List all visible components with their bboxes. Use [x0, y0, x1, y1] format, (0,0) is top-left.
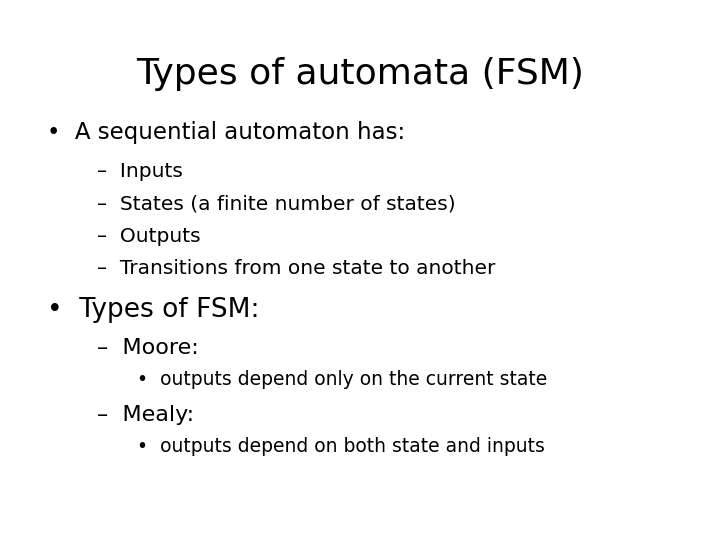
Text: –  Outputs: – Outputs [97, 227, 201, 246]
Text: Types of automata (FSM): Types of automata (FSM) [136, 57, 584, 91]
Text: –  Mealy:: – Mealy: [97, 405, 194, 425]
Text: –  Inputs: – Inputs [97, 162, 183, 181]
Text: –  States (a finite number of states): – States (a finite number of states) [97, 194, 456, 213]
Text: •  outputs depend only on the current state: • outputs depend only on the current sta… [137, 370, 547, 389]
Text: •  A sequential automaton has:: • A sequential automaton has: [47, 122, 405, 145]
Text: •  Types of FSM:: • Types of FSM: [47, 297, 259, 323]
Text: •  outputs depend on both state and inputs: • outputs depend on both state and input… [137, 437, 544, 456]
Text: –  Moore:: – Moore: [97, 338, 199, 357]
Text: –  Transitions from one state to another: – Transitions from one state to another [97, 259, 495, 278]
